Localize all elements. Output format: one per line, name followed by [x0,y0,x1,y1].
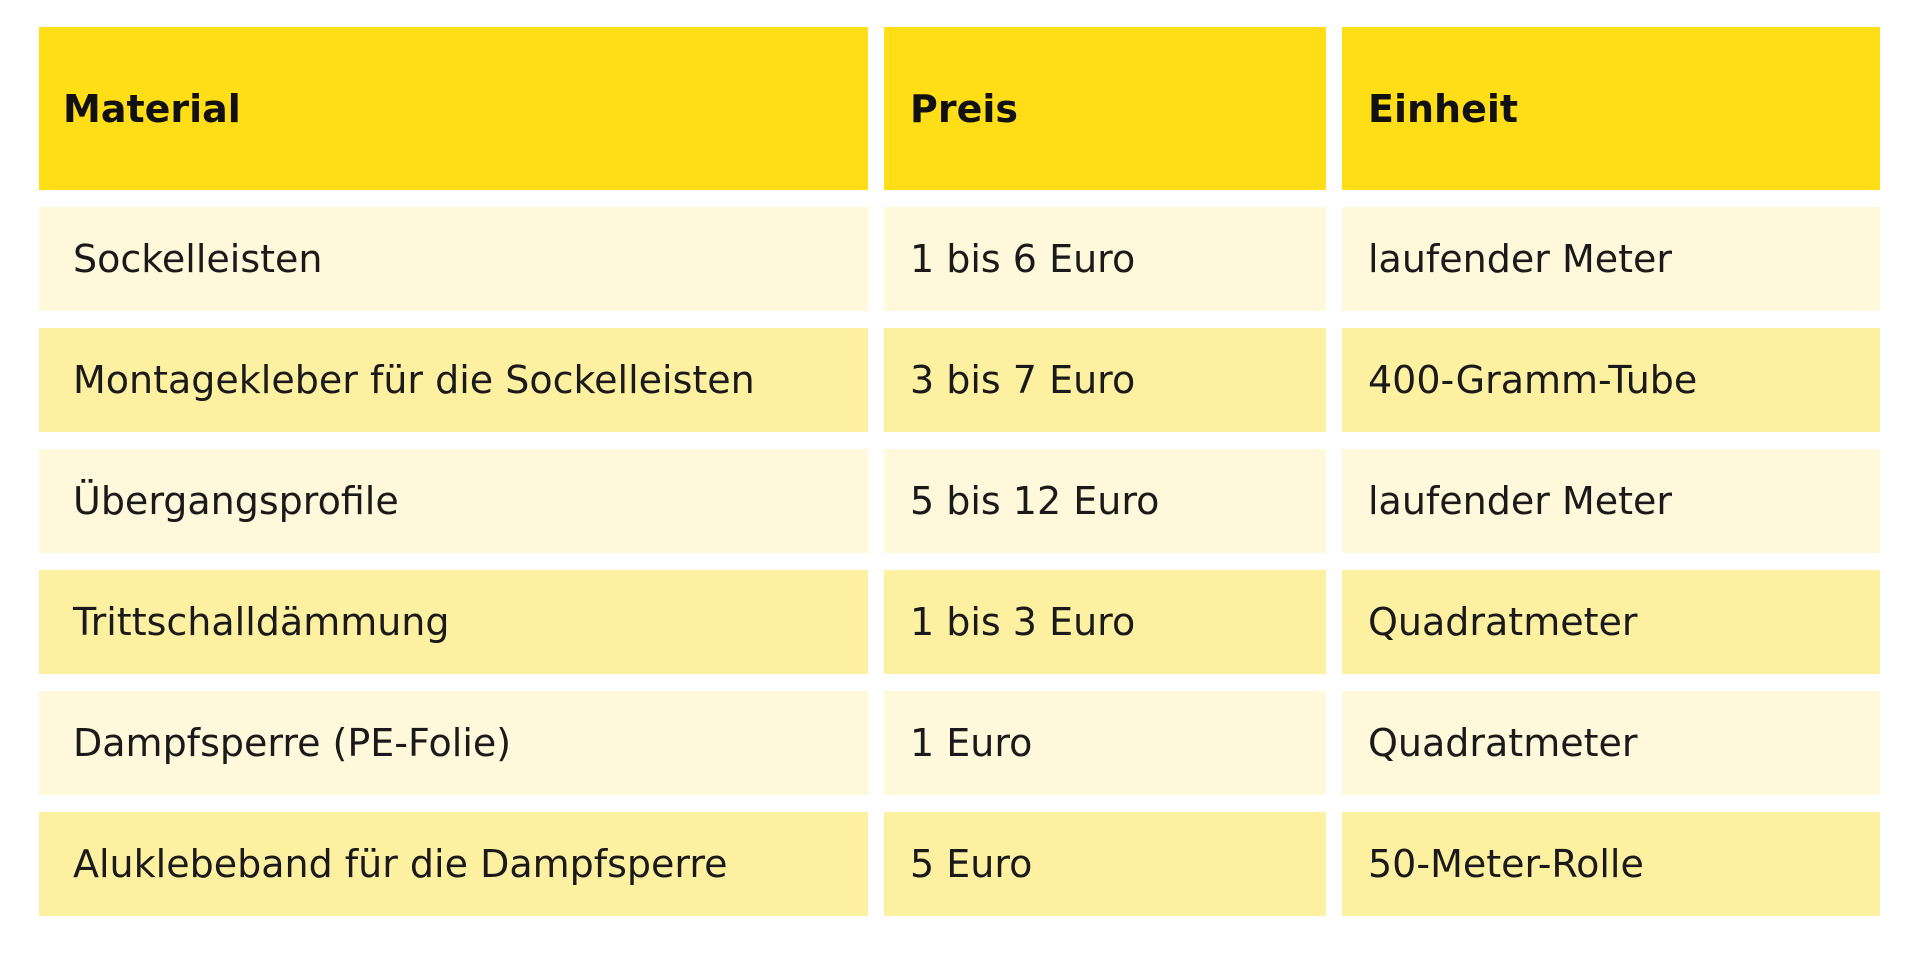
table-cell: 50-Meter-Rolle [1342,812,1880,916]
table-cell: laufender Meter [1342,207,1880,311]
table-cell: Dampfsperre (PE-Folie) [39,691,868,795]
header-cell: Preis [884,27,1326,190]
table-cell: 1 bis 3 Euro [884,570,1326,674]
table-cell: 1 bis 6 Euro [884,207,1326,311]
table-cell: 5 bis 12 Euro [884,449,1326,553]
table-cell: Quadratmeter [1342,691,1880,795]
table-cell: Montagekleber für die Sockelleisten [39,328,868,432]
table-cell: 400-Gramm-Tube [1342,328,1880,432]
table-cell: 3 bis 7 Euro [884,328,1326,432]
header-cell: Material [39,27,868,190]
table-cell: Sockelleisten [39,207,868,311]
table-cell: Quadratmeter [1342,570,1880,674]
table-cell: laufender Meter [1342,449,1880,553]
table-cell: 1 Euro [884,691,1326,795]
header-cell: Einheit [1342,27,1880,190]
table-cell: 5 Euro [884,812,1326,916]
table-cell: Aluklebeband für die Dampfsperre [39,812,868,916]
table-cell: Übergangsprofile [39,449,868,553]
table-cell: Trittschalldämmung [39,570,868,674]
price-table: Material Preis Einheit Sockelleisten 1 bis 6… [39,27,1880,916]
